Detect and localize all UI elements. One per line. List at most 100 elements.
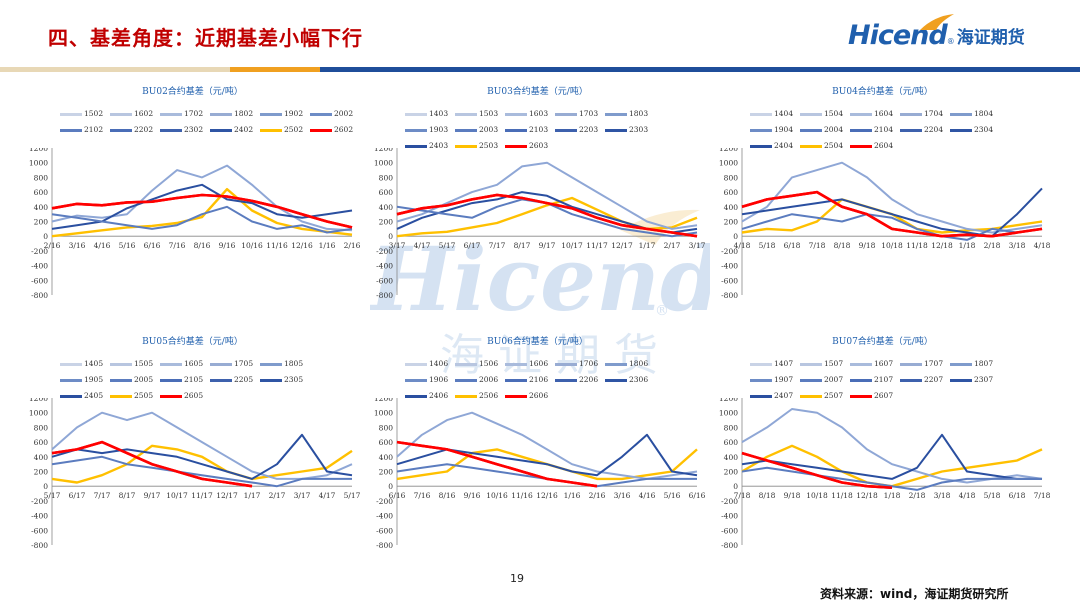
y-tick-label: 1000	[29, 159, 48, 168]
legend-swatch	[900, 378, 922, 382]
series-line-2305	[51, 433, 353, 480]
y-tick-label: 600	[34, 188, 49, 197]
legend-swatch	[210, 378, 232, 382]
legend-label: 2306	[629, 375, 649, 384]
y-tick-label: 0	[733, 232, 738, 241]
logo-text-cn: 海证期货	[956, 28, 1025, 48]
legend-swatch	[800, 394, 822, 398]
x-tick-label: 8/18	[759, 491, 776, 500]
legend-item: 1806	[605, 359, 648, 368]
x-tick-label: 6/16	[389, 491, 406, 500]
series-line-2403	[396, 161, 698, 230]
series-line-2306	[396, 433, 698, 477]
legend-item: 1404	[750, 109, 793, 118]
y-tick-label: -600	[376, 526, 393, 535]
legend-swatch	[900, 362, 922, 366]
x-tick-label: 8/18	[834, 241, 851, 250]
legend-item: 2002	[310, 109, 353, 118]
y-tick-label: 200	[34, 218, 49, 227]
legend-swatch	[405, 378, 427, 382]
legend-item: 1904	[750, 125, 793, 134]
legend-label: 2504	[824, 141, 844, 150]
x-tick-label: 12/16	[536, 491, 558, 500]
legend-swatch	[950, 362, 972, 366]
legend-item: 1905	[60, 375, 103, 384]
chart-title: BU03合约基差（元/吨）	[487, 87, 588, 97]
legend-swatch	[60, 362, 82, 366]
y-tick-label: 600	[724, 188, 739, 197]
header-bar-orange	[230, 67, 320, 72]
legend-swatch	[110, 112, 132, 116]
y-tick-label: -800	[721, 291, 738, 300]
chart-plot: -800 -600 -400 -200 0 200 400 600 800 1000 1200 3/1…	[374, 148, 706, 300]
legend-label: 1704	[924, 109, 944, 118]
series-line-2307	[741, 433, 1042, 480]
legend-swatch	[750, 144, 772, 148]
legend-swatch	[605, 378, 627, 382]
legend-label: 1802	[234, 109, 254, 118]
legend-label: 2204	[924, 125, 944, 134]
x-tick-label: 12/16	[291, 241, 313, 250]
legend-label: 1407	[774, 359, 794, 368]
x-tick-label: 5/17	[44, 491, 61, 500]
y-tick-label: 800	[34, 173, 49, 182]
legend-swatch	[310, 128, 332, 132]
legend-swatch	[260, 362, 282, 366]
legend-label: 1805	[284, 359, 304, 368]
x-tick-label: 3/18	[934, 491, 951, 500]
y-tick-label: -200	[721, 247, 738, 256]
legend-swatch	[60, 378, 82, 382]
series-line-2405	[51, 411, 353, 480]
x-tick-label: 10/18	[806, 491, 828, 500]
series-line-2202	[51, 205, 353, 234]
legend-swatch	[750, 112, 772, 116]
y-tick-label: -200	[31, 247, 48, 256]
legend-label: 1705	[234, 359, 254, 368]
x-tick-label: 5/17	[439, 241, 456, 250]
legend-label: 2503	[479, 141, 499, 150]
legend-item: 1906	[405, 375, 448, 384]
legend-swatch	[260, 378, 282, 382]
legend-item: 1505	[110, 359, 153, 368]
chart-title: BU05合约基差（元/吨）	[142, 337, 243, 347]
x-tick-label: 6/17	[464, 241, 481, 250]
legend-item: 2606	[505, 391, 548, 400]
legend-item: 1604	[850, 109, 893, 118]
legend-swatch	[60, 394, 82, 398]
legend-label: 2004	[824, 125, 844, 134]
x-tick-label: 10/17	[166, 491, 188, 500]
y-tick-label: 1200	[374, 148, 393, 153]
legend-item: 2405	[60, 391, 103, 400]
legend-label: 1603	[529, 109, 549, 118]
series-line-2502	[51, 188, 353, 238]
chart-plot: -800 -600 -400 -200 0 200 400 600 800 1000 1200 2/1…	[29, 148, 361, 300]
legend-swatch	[405, 362, 427, 366]
chart-plot: -800 -600 -400 -200 0 200 400 600 800 1000 1200 6/1…	[374, 398, 706, 550]
legend-item: 1902	[260, 109, 303, 118]
legend-label: 2402	[234, 125, 254, 134]
legend-swatch	[750, 128, 772, 132]
legend-label: 2307	[974, 375, 994, 384]
y-tick-label: 1200	[29, 398, 48, 403]
series-line-2404	[741, 161, 1043, 234]
legend-item: 2202	[110, 125, 153, 134]
legend-label: 1503	[479, 109, 499, 118]
legend-label: 1706	[579, 359, 599, 368]
legend-item: 2502	[260, 125, 303, 134]
legend-item: 1506	[455, 359, 498, 368]
y-tick-label: 0	[733, 482, 738, 491]
legend-label: 2007	[824, 375, 844, 384]
series-line-highlight	[396, 440, 598, 488]
legend-item: 2607	[850, 391, 893, 400]
legend-label: 2302	[184, 125, 204, 134]
x-tick-label: 2/16	[44, 241, 61, 250]
x-tick-label: 11/17	[191, 491, 213, 500]
legend-label: 2106	[529, 375, 549, 384]
legend-label: 1907	[774, 375, 794, 384]
legend-item: 1702	[160, 109, 203, 118]
source-note: 资料来源：wind，海证期货研究所	[820, 587, 1009, 601]
y-tick-label: -400	[376, 512, 393, 521]
legend-item: 2006	[455, 375, 498, 384]
y-tick-label: 1000	[374, 159, 393, 168]
legend-swatch	[310, 112, 332, 116]
